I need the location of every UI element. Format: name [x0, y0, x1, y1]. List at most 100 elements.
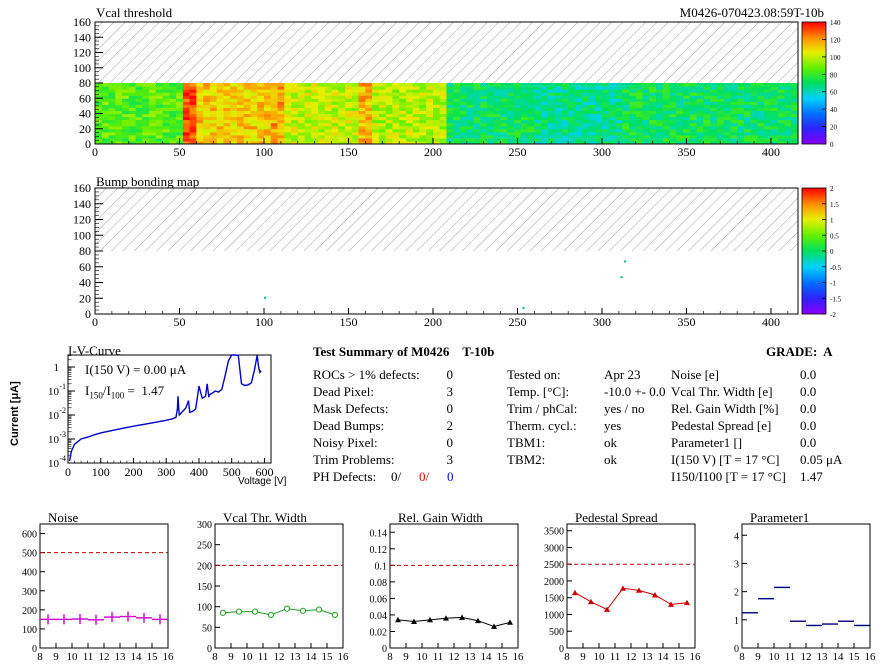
heatmap-cell [223, 98, 231, 102]
heatmap-cell [466, 134, 475, 139]
heatmap-cell [304, 128, 312, 133]
heatmap-cell [412, 131, 421, 136]
heatmap-cell [162, 134, 170, 139]
heatmap-cell [710, 125, 718, 130]
heatmap-cell [169, 116, 177, 121]
heatmap-cell [412, 107, 421, 111]
heatmap-cell [135, 101, 143, 105]
heatmap-cell [757, 116, 765, 121]
heatmap-cell [338, 116, 346, 121]
heatmap-cell [182, 116, 191, 121]
heatmap-cell [149, 107, 157, 111]
heatmap-cell [108, 98, 116, 102]
heatmap-cell [602, 92, 610, 96]
heatmap-cell [615, 89, 623, 93]
heatmap-cell [378, 119, 387, 124]
heatmap-cell [446, 134, 454, 139]
x-tick-label: 0 [92, 315, 98, 329]
heatmap-cell [115, 101, 123, 105]
heatmap-cell [446, 128, 454, 133]
heatmap-cell [642, 83, 650, 87]
heatmap-cell [730, 98, 738, 102]
heatmap-cell [399, 107, 407, 111]
heatmap-cell [730, 134, 738, 139]
heatmap-cell [629, 101, 637, 105]
heatmap-cell [155, 92, 164, 96]
heatmap-cell [771, 113, 779, 118]
heatmap-cell [115, 140, 123, 145]
heatmap-cell [743, 140, 752, 145]
heatmap-cell [419, 86, 427, 90]
heatmap-cell [108, 86, 116, 90]
heatmap-cell [176, 107, 184, 111]
heatmap-cell [345, 134, 353, 139]
heatmap-cell [487, 95, 495, 99]
heatmap-cell [588, 83, 596, 87]
heatmap-cell [101, 134, 110, 139]
heatmap-cell [331, 110, 339, 115]
heatmap-cell [196, 95, 204, 99]
heatmap-cell [493, 119, 502, 124]
heatmap-cell [311, 104, 319, 108]
heatmap-cell [595, 119, 603, 124]
heatmap-cell [405, 92, 414, 96]
heatmap-cell [730, 89, 738, 93]
heatmap-cell [223, 116, 231, 121]
heatmap-cell [115, 83, 123, 87]
heatmap-cell [155, 122, 164, 127]
bump-defect-point [623, 260, 626, 263]
heatmap-cell [149, 134, 157, 139]
heatmap-cell [527, 116, 535, 121]
heatmap-cell [710, 110, 718, 115]
heatmap-cell [372, 113, 380, 118]
heatmap-cell [757, 113, 765, 118]
heatmap-cell [520, 125, 529, 130]
heatmap-cell [101, 110, 110, 115]
heatmap-cell [311, 101, 319, 105]
heatmap-cell [284, 104, 292, 108]
heatmap-cell [284, 140, 292, 145]
heatmap-cell [223, 119, 231, 124]
heatmap-cell [311, 116, 319, 121]
heatmap-cell [412, 119, 421, 124]
heatmap-cell [676, 83, 684, 87]
heatmap-cell [703, 137, 711, 142]
heatmap-cell [473, 104, 481, 108]
heatmap-cell [493, 122, 502, 127]
heatmap-cell [176, 119, 184, 124]
heatmap-cell [527, 122, 535, 127]
heatmap-cell [602, 89, 610, 93]
heatmap-cell [122, 104, 130, 108]
heatmap-cell [507, 107, 515, 111]
heatmap-cell [777, 95, 786, 99]
heatmap-cell [473, 92, 481, 96]
heatmap-cell [115, 113, 123, 118]
heatmap-cell [169, 113, 177, 118]
heatmap-cell [351, 113, 360, 118]
heatmap-cell [500, 137, 508, 142]
heatmap-cell [541, 98, 549, 102]
heatmap-cell [737, 110, 745, 115]
heatmap-cell [264, 125, 272, 130]
heatmap-cell [730, 137, 738, 142]
heatmap-cell [520, 95, 529, 99]
heatmap-cell [149, 92, 157, 96]
heatmap-cell [520, 140, 529, 145]
heatmap-cell [392, 140, 400, 145]
defects-list-value: 0 [446, 367, 454, 382]
heatmap-cell [568, 95, 576, 99]
heatmap-cell [203, 107, 211, 111]
y-tick-label: 0.02 [370, 627, 388, 638]
heatmap-cell [101, 83, 110, 87]
heatmap-cell [757, 125, 765, 130]
x-tick-label: 9 [53, 651, 59, 663]
iv-y-tick-exponent: -2 [59, 406, 66, 415]
heatmap-cell [554, 98, 563, 102]
heatmap-cell [311, 113, 319, 118]
heatmap-cell [696, 83, 704, 87]
heatmap-cell [176, 101, 184, 105]
heatmap-cell [270, 83, 279, 87]
heatmap-cell [791, 95, 799, 99]
